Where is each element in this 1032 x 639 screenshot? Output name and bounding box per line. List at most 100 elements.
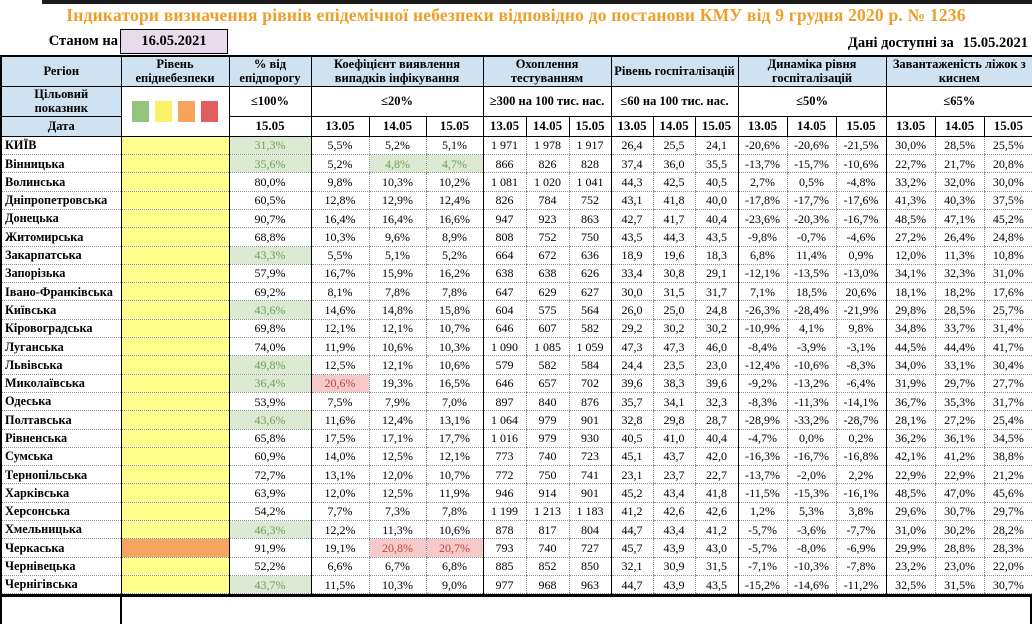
- date-cell-2-0: 13.05: [310, 115, 370, 137]
- value-cell: 604: [482, 300, 527, 320]
- region-name-cell: Черкаська: [1, 538, 122, 558]
- value-cell: 8,9%: [425, 227, 484, 247]
- value-cell: 1 917: [568, 136, 612, 156]
- epidemic-level-cell: [120, 282, 230, 302]
- value-cell: 31,0%: [983, 264, 1032, 284]
- value-cell: 34,1%: [885, 264, 936, 284]
- value-cell: 6,7%: [368, 557, 426, 576]
- table-row: Кіровоградська 69,8% 12,1% 12,1% 10,7% 646 607…: [1, 319, 1032, 339]
- region-name-cell: Хмельницька: [1, 520, 122, 540]
- value-cell: 5,2%: [368, 136, 426, 156]
- value-cell: 41,0: [652, 429, 696, 448]
- value-cell: 29,2: [610, 319, 654, 339]
- value-cell: 30,0%: [885, 136, 936, 156]
- value-cell: 12,4%: [425, 191, 484, 210]
- value-cell: 48,5%: [885, 483, 936, 503]
- value-cell: 804: [568, 520, 612, 540]
- date-cell-1-0: 15.05: [228, 115, 312, 137]
- value-cell: 60,5%: [228, 191, 311, 210]
- value-cell: 42,1%: [885, 447, 936, 467]
- value-cell: 12,0%: [310, 483, 369, 503]
- value-cell: 646: [482, 319, 527, 339]
- target-cell-6: ≤65%: [885, 85, 1032, 117]
- value-cell: 39,6: [610, 374, 654, 393]
- region-name-cell: Запорізька: [1, 264, 122, 284]
- value-cell: -4,7%: [737, 429, 788, 448]
- value-cell: -4,6%: [835, 227, 887, 247]
- value-cell: 752: [568, 191, 612, 210]
- partial-row-divider: [120, 597, 122, 625]
- value-cell: 46,0: [694, 337, 739, 357]
- window-top-edge: [42, 0, 1032, 4]
- value-cell: 24,1: [694, 136, 739, 156]
- value-cell: 852: [525, 557, 570, 576]
- value-cell: 20,6%: [835, 282, 887, 302]
- value-cell: 740: [525, 538, 570, 558]
- value-cell: 40,4: [694, 209, 739, 229]
- epidemic-level-cell: [120, 191, 230, 210]
- value-cell: 52,2%: [228, 557, 311, 576]
- level-swatch-1: [155, 100, 172, 122]
- value-cell: -13,0%: [835, 264, 887, 284]
- value-cell: 41,8: [694, 483, 739, 503]
- value-cell: 16,6%: [425, 209, 484, 229]
- value-cell: 15,8%: [425, 300, 484, 320]
- region-header-cell: Регіон: [0, 55, 122, 87]
- value-cell: 32,1: [610, 557, 654, 576]
- value-cell: 1 199: [482, 502, 527, 521]
- group-header-5: Динаміка рівня госпіталізацій: [737, 55, 887, 87]
- data-available-date: 15.05.2021: [962, 35, 1028, 51]
- value-cell: -13,7%: [737, 465, 788, 485]
- value-cell: -16,1%: [835, 483, 887, 503]
- value-cell: 22,7: [694, 465, 739, 485]
- epidemic-level-cell: [120, 300, 230, 320]
- value-cell: 17,7%: [425, 429, 484, 448]
- value-cell: 7,5%: [310, 392, 369, 412]
- value-cell: 0,0%: [786, 429, 837, 448]
- value-cell: 31,5: [694, 557, 739, 576]
- value-cell: 5,2%: [310, 154, 369, 174]
- value-cell: 750: [525, 465, 570, 485]
- group-header-1: % від епідпорогу: [228, 55, 312, 87]
- value-cell: 863: [568, 209, 612, 229]
- table-row: Житомирська 68,8% 10,3% 9,6% 8,9% 808 752 750 43…: [1, 227, 1032, 247]
- value-cell: 7,1%: [737, 282, 788, 302]
- value-cell: 752: [525, 227, 570, 247]
- value-cell: 33,1%: [934, 355, 985, 375]
- value-cell: 44,4%: [934, 337, 985, 357]
- value-cell: 1 978: [525, 136, 570, 156]
- value-cell: 2,2%: [835, 465, 887, 485]
- value-cell: 741: [568, 465, 612, 485]
- value-cell: 80,0%: [228, 172, 311, 192]
- region-name-cell: Львівська: [1, 355, 122, 375]
- value-cell: -21,5%: [835, 136, 887, 156]
- target-cell-2: ≤20%: [310, 85, 484, 117]
- value-cell: 10,2%: [425, 172, 484, 192]
- value-cell: 42,6: [652, 502, 696, 521]
- date-cell-2-1: 14.05: [368, 115, 427, 137]
- value-cell: 963: [568, 575, 612, 595]
- region-name-cell: Чернівецька: [1, 557, 122, 576]
- value-cell: 26,0: [610, 300, 654, 320]
- value-cell: 33,4: [610, 264, 654, 284]
- value-cell: 850: [568, 557, 612, 576]
- value-cell: 13,1%: [425, 410, 484, 430]
- value-cell: 18,2%: [934, 282, 985, 302]
- value-cell: 11,4%: [786, 246, 837, 265]
- value-cell: -16,7%: [786, 447, 837, 467]
- value-cell: 664: [482, 246, 527, 265]
- value-cell: 29,8: [652, 410, 696, 430]
- value-cell: 9,6%: [368, 227, 426, 247]
- target-cell-5: ≤50%: [737, 85, 887, 117]
- value-cell: -17,7%: [786, 191, 837, 210]
- value-cell: 31,3%: [228, 136, 311, 156]
- value-cell: 6,8%: [425, 557, 484, 576]
- value-cell: 19,1%: [310, 538, 369, 558]
- value-cell: -6,4%: [835, 374, 887, 393]
- value-cell: 19,6: [652, 246, 696, 265]
- value-cell: 34,5%: [983, 429, 1032, 448]
- table-row: Харківська 63,9% 12,0% 12,5% 11,9% 946 914 901 4…: [1, 483, 1032, 503]
- date-cell-4-1: 14.05: [652, 115, 696, 137]
- level-swatch-3: [201, 100, 218, 122]
- value-cell: 14,0%: [310, 447, 369, 467]
